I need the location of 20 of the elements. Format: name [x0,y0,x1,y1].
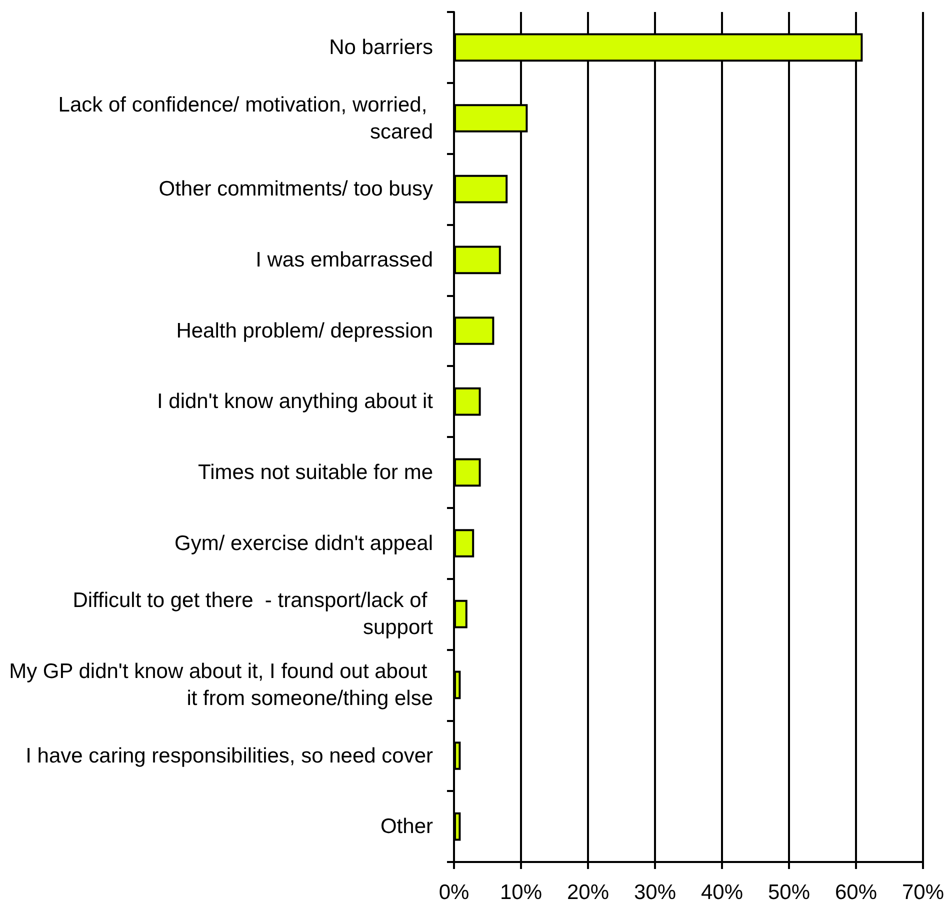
y-tick-label: Times not suitable for me [198,460,433,484]
y-tick-label: Difficult to get there - transport/lack of support [72,589,434,640]
y-tick-label: I didn't know anything about it [156,390,434,414]
y-tick-label: No barriers [329,36,433,59]
x-tick-label: 10% [500,881,542,904]
y-tick-label: Lack of confidence/ motivation, worried, scared [58,93,433,144]
y-tick-label: Health problem/ depression [176,319,433,342]
y-tick-label: Other commitments/ too busy [158,178,434,201]
x-tick-label: 40% [700,881,744,904]
x-tick-label: 70% [902,881,944,904]
x-tick-label: 0% [438,881,470,904]
x-tick-label: 50% [768,881,810,904]
y-tick-label: I was embarrassed [256,248,433,272]
x-tick-label: 30% [634,881,676,904]
y-tick-label: Gym/ exercise didn't appeal [174,532,433,555]
x-tick-label: 60% [834,881,878,904]
y-tick-label: Other [380,815,433,838]
y-tick-label: I have caring responsibilities, so need cover [26,744,434,768]
x-tick-label: 20% [566,881,610,904]
y-tick-label: My GP didn't know about it, I found out about it from someone/thing else [9,660,433,710]
